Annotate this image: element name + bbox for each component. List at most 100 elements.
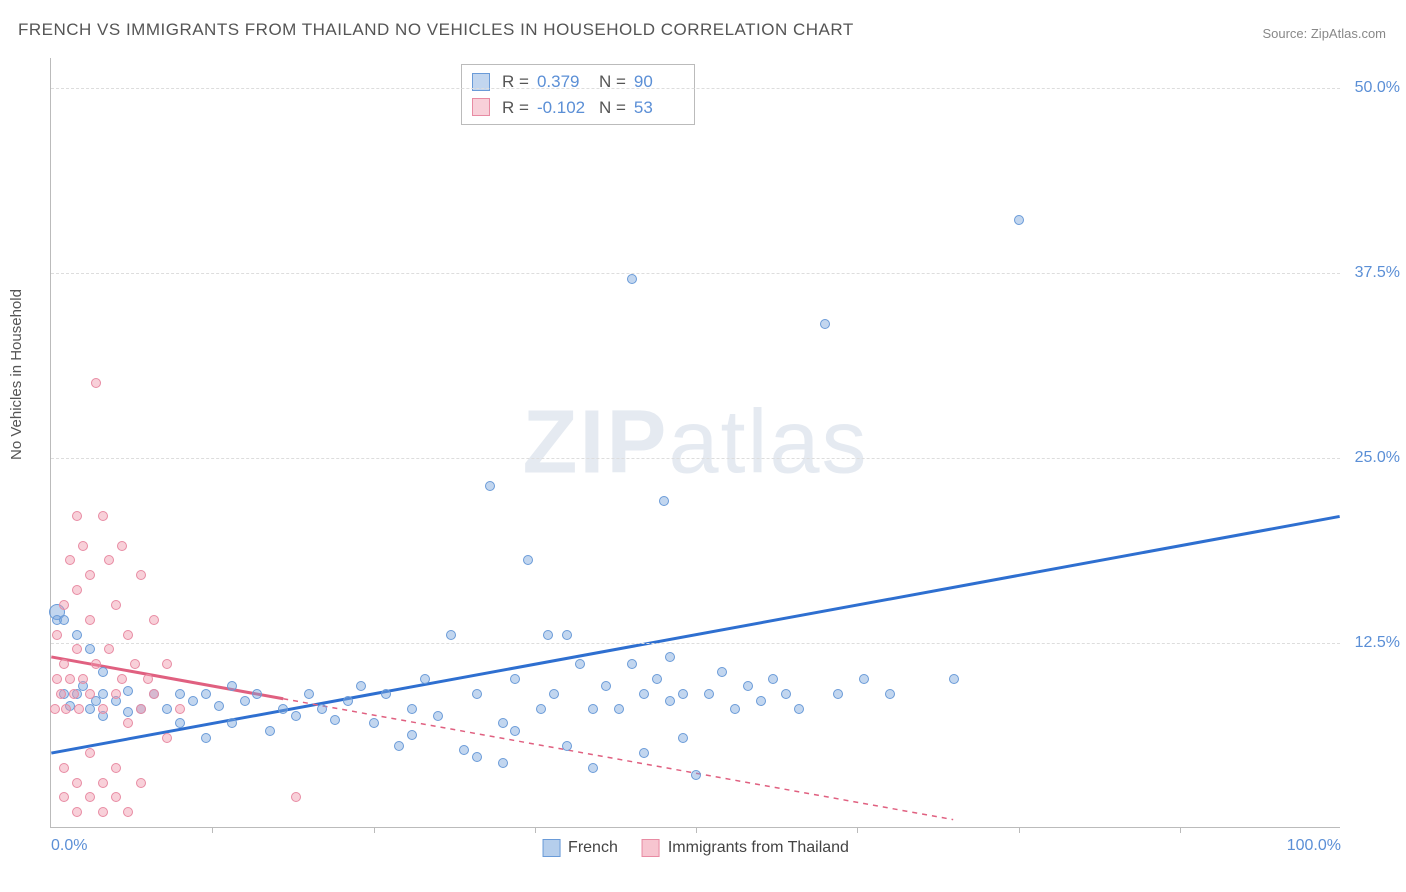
data-point (665, 696, 675, 706)
data-point (549, 689, 559, 699)
data-point (123, 630, 133, 640)
n-value: 90 (634, 69, 684, 95)
data-point (278, 704, 288, 714)
y-tick-label: 25.0% (1355, 449, 1400, 467)
legend-item: French (542, 839, 618, 857)
data-point (78, 541, 88, 551)
data-point (369, 718, 379, 728)
data-point (407, 704, 417, 714)
y-tick-label: 12.5% (1355, 634, 1400, 652)
data-point (117, 674, 127, 684)
data-point (381, 689, 391, 699)
data-point (485, 481, 495, 491)
data-point (98, 704, 108, 714)
chart-title: FRENCH VS IMMIGRANTS FROM THAILAND NO VE… (18, 20, 854, 40)
data-point (601, 681, 611, 691)
r-label: R = (502, 69, 529, 95)
data-point (56, 689, 66, 699)
data-point (291, 792, 301, 802)
data-point (543, 630, 553, 640)
data-point (885, 689, 895, 699)
data-point (949, 674, 959, 684)
data-point (52, 674, 62, 684)
gridline (51, 458, 1340, 459)
data-point (472, 752, 482, 762)
data-point (588, 704, 598, 714)
data-point (72, 585, 82, 595)
data-point (149, 615, 159, 625)
data-point (136, 704, 146, 714)
data-point (111, 600, 121, 610)
chart-plot-area: ZIPatlas R =0.379N =90R =-0.102N =53 Fre… (50, 58, 1340, 828)
data-point (265, 726, 275, 736)
data-point (781, 689, 791, 699)
r-value: -0.102 (537, 95, 587, 121)
data-point (123, 807, 133, 817)
data-point (227, 718, 237, 728)
data-point (523, 555, 533, 565)
data-point (291, 711, 301, 721)
data-point (72, 778, 82, 788)
data-point (510, 726, 520, 736)
legend-label: French (568, 839, 618, 857)
data-point (162, 733, 172, 743)
data-point (123, 718, 133, 728)
data-point (652, 674, 662, 684)
data-point (627, 659, 637, 669)
data-point (717, 667, 727, 677)
x-tick (212, 827, 213, 833)
data-point (639, 748, 649, 758)
data-point (665, 652, 675, 662)
data-point (162, 659, 172, 669)
data-point (201, 689, 211, 699)
data-point (433, 711, 443, 721)
data-point (317, 704, 327, 714)
r-value: 0.379 (537, 69, 587, 95)
source-attribution: Source: ZipAtlas.com (1262, 26, 1386, 41)
data-point (98, 778, 108, 788)
data-point (98, 689, 108, 699)
data-point (356, 681, 366, 691)
data-point (588, 763, 598, 773)
n-value: 53 (634, 95, 684, 121)
correlation-stats-box: R =0.379N =90R =-0.102N =53 (461, 64, 695, 125)
data-point (85, 615, 95, 625)
data-point (768, 674, 778, 684)
legend-label: Immigrants from Thailand (668, 839, 849, 857)
data-point (743, 681, 753, 691)
data-point (175, 689, 185, 699)
data-point (678, 689, 688, 699)
trend-lines-svg (51, 58, 1340, 827)
data-point (136, 570, 146, 580)
x-tick (857, 827, 858, 833)
data-point (704, 689, 714, 699)
data-point (691, 770, 701, 780)
data-point (730, 704, 740, 714)
data-point (91, 378, 101, 388)
data-point (91, 659, 101, 669)
data-point (59, 763, 69, 773)
data-point (52, 630, 62, 640)
data-point (143, 674, 153, 684)
data-point (639, 689, 649, 699)
data-point (510, 674, 520, 684)
data-point (678, 733, 688, 743)
data-point (85, 792, 95, 802)
data-point (111, 763, 121, 773)
data-point (50, 704, 60, 714)
data-point (394, 741, 404, 751)
x-tick (696, 827, 697, 833)
gridline (51, 643, 1340, 644)
data-point (85, 689, 95, 699)
data-point (104, 555, 114, 565)
data-point (72, 807, 82, 817)
data-point (627, 274, 637, 284)
data-point (104, 644, 114, 654)
n-label: N = (599, 69, 626, 95)
data-point (149, 689, 159, 699)
data-point (65, 555, 75, 565)
data-point (59, 659, 69, 669)
data-point (59, 600, 69, 610)
data-point (123, 707, 133, 717)
data-point (407, 730, 417, 740)
